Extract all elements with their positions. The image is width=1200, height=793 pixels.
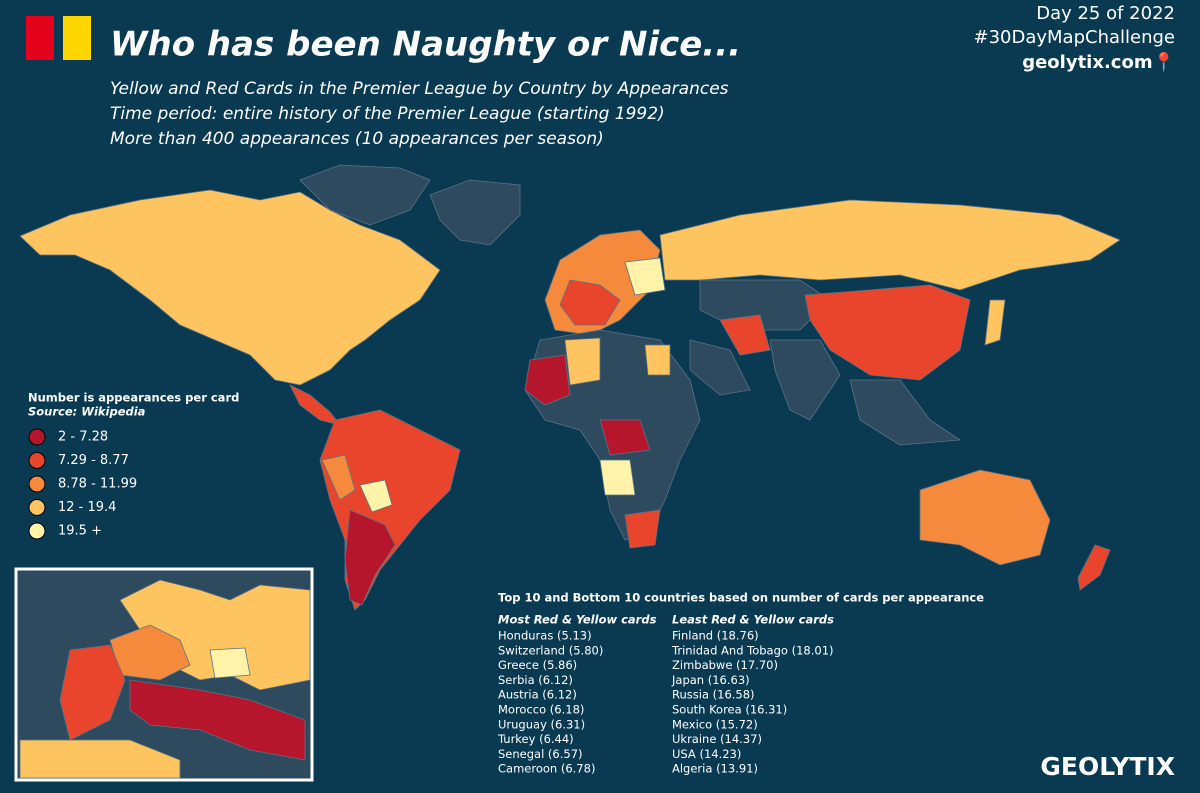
column-heading: Most Red & Yellow cards (498, 613, 657, 627)
subtitle: Yellow and Red Cards in the Premier Leag… (110, 79, 729, 99)
arabia (689, 339, 751, 396)
hashtag: #30DayMapChallenge (973, 27, 1175, 48)
red-card-icon (26, 16, 54, 60)
south-africa (624, 509, 661, 549)
title: Who has been Naughty or Nice... (110, 25, 741, 65)
ranking-row: Cameroon (6.78) (498, 762, 595, 776)
subtitle: More than 400 appearances (10 appearance… (110, 129, 604, 149)
ranking-row: Ukraine (14.37) (672, 732, 762, 746)
central-africa (599, 419, 651, 456)
legend-label: 12 - 19.4 (58, 500, 116, 515)
legend-swatch (28, 428, 46, 446)
zambia (599, 459, 636, 496)
ranking-row: USA (14.23) (672, 747, 741, 761)
japan (984, 299, 1006, 346)
inset-belarus (209, 647, 251, 679)
ranking-row: Uruguay (6.31) (498, 717, 585, 731)
southeast-asia (849, 379, 962, 446)
russia (659, 199, 1121, 291)
algeria (564, 337, 601, 386)
ranking-row: Turkey (6.44) (497, 732, 574, 746)
ranking-row: Austria (6.12) (498, 688, 577, 702)
legend-title: Number is appearances per card (28, 391, 239, 405)
subtitle: Time period: entire history of the Premi… (110, 104, 665, 124)
ranking-row: Honduras (5.13) (498, 629, 592, 643)
western-europe (559, 279, 621, 326)
legend-label: 7.29 - 8.77 (58, 453, 129, 468)
legend-swatch (28, 499, 46, 516)
legend-label: 19.5 + (58, 524, 102, 539)
iran (719, 314, 771, 356)
yellow-card-icon (63, 16, 91, 60)
site: geolytix.com📍 (1022, 51, 1175, 73)
legend-swatch (28, 475, 46, 493)
ranking-row: Serbia (6.12) (498, 673, 573, 687)
west-africa (524, 354, 571, 406)
inset-west (59, 644, 126, 741)
ranking-row: Japan (16.63) (671, 673, 750, 687)
china (804, 284, 971, 381)
ranking-row: South Korea (16.31) (672, 703, 787, 717)
ranking: Top 10 and Bottom 10 countries based on … (497, 591, 984, 776)
north-america (19, 189, 441, 386)
column-heading: Least Red & Yellow cards (672, 613, 834, 627)
ranking-row: Zimbabwe (17.70) (672, 658, 778, 672)
ranking-row: Algeria (13.91) (672, 762, 758, 776)
arctic-islands (299, 164, 431, 226)
central-asia (699, 279, 831, 331)
ranking-row: Finland (18.76) (672, 629, 759, 643)
inset-north-africa (19, 739, 181, 779)
ranking-row: Greece (5.86) (498, 658, 577, 672)
legend: Number is appearances per card Source: W… (28, 391, 239, 540)
logo: GEOLYTIX (1040, 752, 1175, 781)
europe-inset (14, 567, 314, 782)
ranking-title: Top 10 and Bottom 10 countries based on … (498, 591, 984, 605)
world-map (19, 164, 1121, 611)
legend-label: 2 - 7.28 (58, 430, 108, 445)
ranking-row: Switzerland (5.80) (498, 643, 603, 657)
ranking-row: Morocco (6.18) (498, 703, 584, 717)
ranking-row: Senegal (6.57) (498, 747, 583, 761)
eastern-europe (624, 257, 666, 296)
inset-south (129, 679, 306, 761)
bolivia (359, 479, 393, 513)
legend-label: 8.78 - 11.99 (58, 477, 137, 492)
egypt (644, 344, 671, 376)
day-label: Day 25 of 2022 (1036, 3, 1175, 24)
australia (919, 469, 1051, 566)
peru (321, 454, 356, 501)
legend-source: Source: Wikipedia (28, 405, 146, 419)
argentina-chile (344, 509, 396, 606)
greenland (429, 179, 521, 246)
india (769, 339, 841, 421)
legend-swatch (28, 452, 46, 469)
new-zealand (1077, 544, 1111, 591)
ranking-row: Mexico (15.72) (672, 717, 758, 731)
ranking-row: Russia (16.58) (672, 688, 755, 702)
legend-swatch (28, 522, 46, 540)
ranking-row: Trinidad And Tobago (18.01) (671, 643, 834, 657)
